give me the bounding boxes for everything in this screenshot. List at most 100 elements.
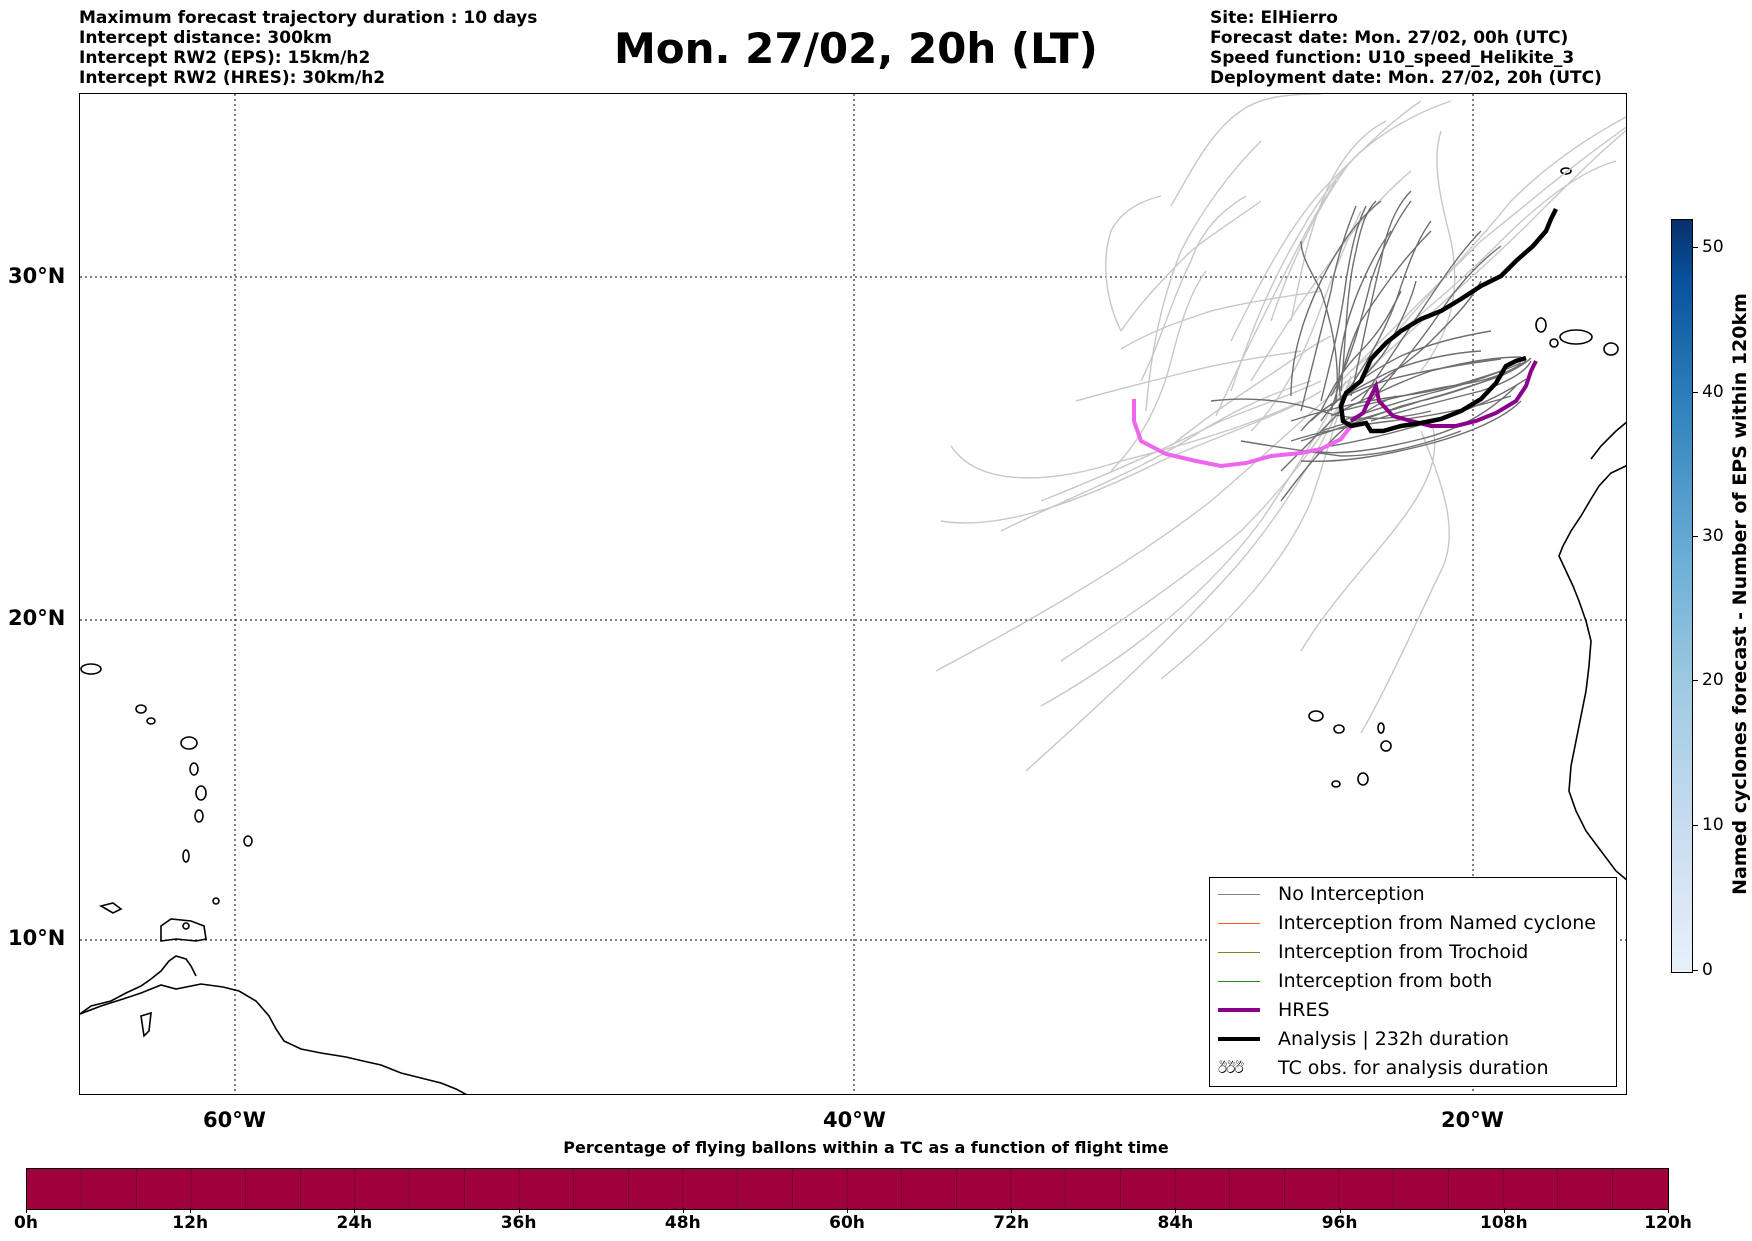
island-barbados [212, 897, 220, 905]
info-forecast-date: Forecast date: Mon. 27/02, 00h (UTC) [1210, 28, 1569, 48]
time-bar-label: 120h [1644, 1213, 1692, 1233]
time-bar-tick [518, 1208, 520, 1213]
legend: No Interception Interception from Named … [1209, 877, 1617, 1087]
coast-venezuela [80, 955, 197, 1015]
lat-label-20n: 20°N [8, 606, 66, 630]
island-caribbean-4 [194, 809, 204, 823]
time-bar-label: 72h [993, 1213, 1030, 1233]
legend-named-cyclone: Interception from Named cyclone [1218, 910, 1596, 936]
island-tobago [182, 922, 190, 930]
island-caribbean-2 [195, 785, 207, 801]
info-deployment-date: Deployment date: Mon. 27/02, 20h (UTC) [1210, 68, 1602, 88]
island-cv-1 [1308, 710, 1324, 722]
island-caribbean-6 [243, 835, 253, 847]
legend-label: HRES [1278, 999, 1330, 1021]
info-duration: Maximum forecast trajectory duration : 1… [79, 8, 538, 28]
island-cv-5 [1331, 780, 1341, 788]
time-bar-title: Percentage of flying ballons within a TC… [563, 1138, 1169, 1157]
coastlines [80, 167, 1626, 1094]
coast-trinidad [160, 918, 207, 942]
time-bar-label: 48h [664, 1213, 701, 1233]
time-bar-label: 12h [172, 1213, 209, 1233]
island-canary-1 [1535, 317, 1547, 333]
coast-south-america [80, 983, 467, 1094]
time-bar-tick [1011, 1208, 1013, 1213]
run-info: Maximum forecast trajectory duration : 1… [79, 8, 537, 88]
time-bar-tick [1175, 1208, 1177, 1213]
map-canvas [80, 94, 1626, 1094]
colorbar-label-10: 10 [1702, 815, 1724, 835]
time-bar-label: 96h [1321, 1213, 1358, 1233]
time-bar-tick [1339, 1208, 1341, 1213]
legend-label: Interception from Named cyclone [1278, 912, 1596, 934]
island-margarita [140, 1011, 152, 1038]
island-caribbean-1 [180, 736, 198, 750]
legend-swatch [1218, 1008, 1260, 1012]
colorbar-label-20: 20 [1702, 670, 1724, 690]
time-bar-tick [1668, 1208, 1669, 1213]
lat-label-10n: 10°N [8, 926, 66, 950]
colorbar-tick [1692, 536, 1698, 537]
time-bar-label: 108h [1480, 1213, 1528, 1233]
island-caribbean-7 [135, 704, 147, 714]
eps-trajectories-dark [1210, 190, 1532, 502]
colorbar-tick [1692, 247, 1698, 248]
island-cv-6 [1377, 722, 1385, 734]
colorbar [1671, 219, 1693, 973]
legend-no-interception: No Interception [1218, 881, 1425, 907]
island-canary-3 [1603, 342, 1619, 356]
colorbar-tick [1692, 680, 1698, 681]
time-bar-label: 84h [1157, 1213, 1194, 1233]
time-bar-label: 60h [829, 1213, 865, 1233]
legend-hres: HRES [1218, 997, 1330, 1023]
colorbar-tick [1692, 392, 1698, 393]
time-bar-label: 24h [336, 1213, 373, 1233]
analysis-trajectory [1338, 207, 1559, 434]
island-caribbean-5 [182, 849, 190, 863]
coast-africa-north [1590, 421, 1626, 460]
island-pr [80, 663, 102, 675]
time-bar-gridlines [81, 1169, 1613, 1208]
hres-trajectory-light [1132, 399, 1353, 469]
legend-label: Analysis | 232h duration [1278, 1028, 1510, 1050]
legend-both: Interception from both [1218, 968, 1492, 994]
island-caribbean-3 [189, 762, 199, 776]
map-panel[interactable]: No Interception Interception from Named … [79, 93, 1627, 1095]
island-caribbean-8 [146, 717, 156, 725]
island-canary-4 [1549, 338, 1559, 348]
time-bar [26, 1168, 1669, 1210]
island-canary-2 [1559, 329, 1593, 345]
time-bar-tick [26, 1208, 27, 1213]
island-madeira [1560, 167, 1572, 175]
info-intercept-distance: Intercept distance: 300km [79, 28, 332, 48]
eps-trajectories-light [935, 94, 1626, 772]
island-cv-3 [1380, 740, 1392, 752]
colorbar-tick [1692, 825, 1698, 826]
lon-label-60w: 60°W [203, 1108, 266, 1132]
page-title: Mon. 27/02, 20h (LT) [614, 24, 1098, 73]
legend-label: No Interception [1278, 883, 1425, 905]
coast-africa [1558, 465, 1626, 881]
legend-tc-obs: ඊඊඊ TC obs. for analysis duration [1218, 1055, 1549, 1081]
time-bar-label: 36h [500, 1213, 537, 1233]
legend-swatch [1218, 1037, 1260, 1041]
legend-swatch [1218, 980, 1260, 982]
site-info: Site: ElHierro Forecast date: Mon. 27/02… [1210, 8, 1602, 88]
legend-label: Interception from Trochoid [1278, 941, 1529, 963]
colorbar-label-30: 30 [1702, 526, 1724, 546]
tc-symbol-icon: ඊඊඊ [1218, 1059, 1244, 1077]
colorbar-label-0: 0 [1702, 960, 1713, 980]
legend-swatch [1218, 922, 1260, 924]
info-intercept-eps: Intercept RW2 (EPS): 15km/h2 [79, 48, 371, 68]
time-bar-tick [847, 1208, 848, 1213]
time-bar-tick [354, 1208, 356, 1213]
time-bar-tick [1503, 1208, 1505, 1213]
time-bar-label: 0h [14, 1213, 38, 1233]
hres-trajectory [1349, 360, 1538, 428]
info-speed-function: Speed function: U10_speed_Helikite_3 [1210, 48, 1575, 68]
legend-label: Interception from both [1278, 970, 1493, 992]
legend-swatch [1218, 951, 1260, 953]
colorbar-tick [1692, 970, 1698, 971]
lon-label-20w: 20°W [1441, 1108, 1504, 1132]
lon-label-40w: 40°W [823, 1108, 886, 1132]
